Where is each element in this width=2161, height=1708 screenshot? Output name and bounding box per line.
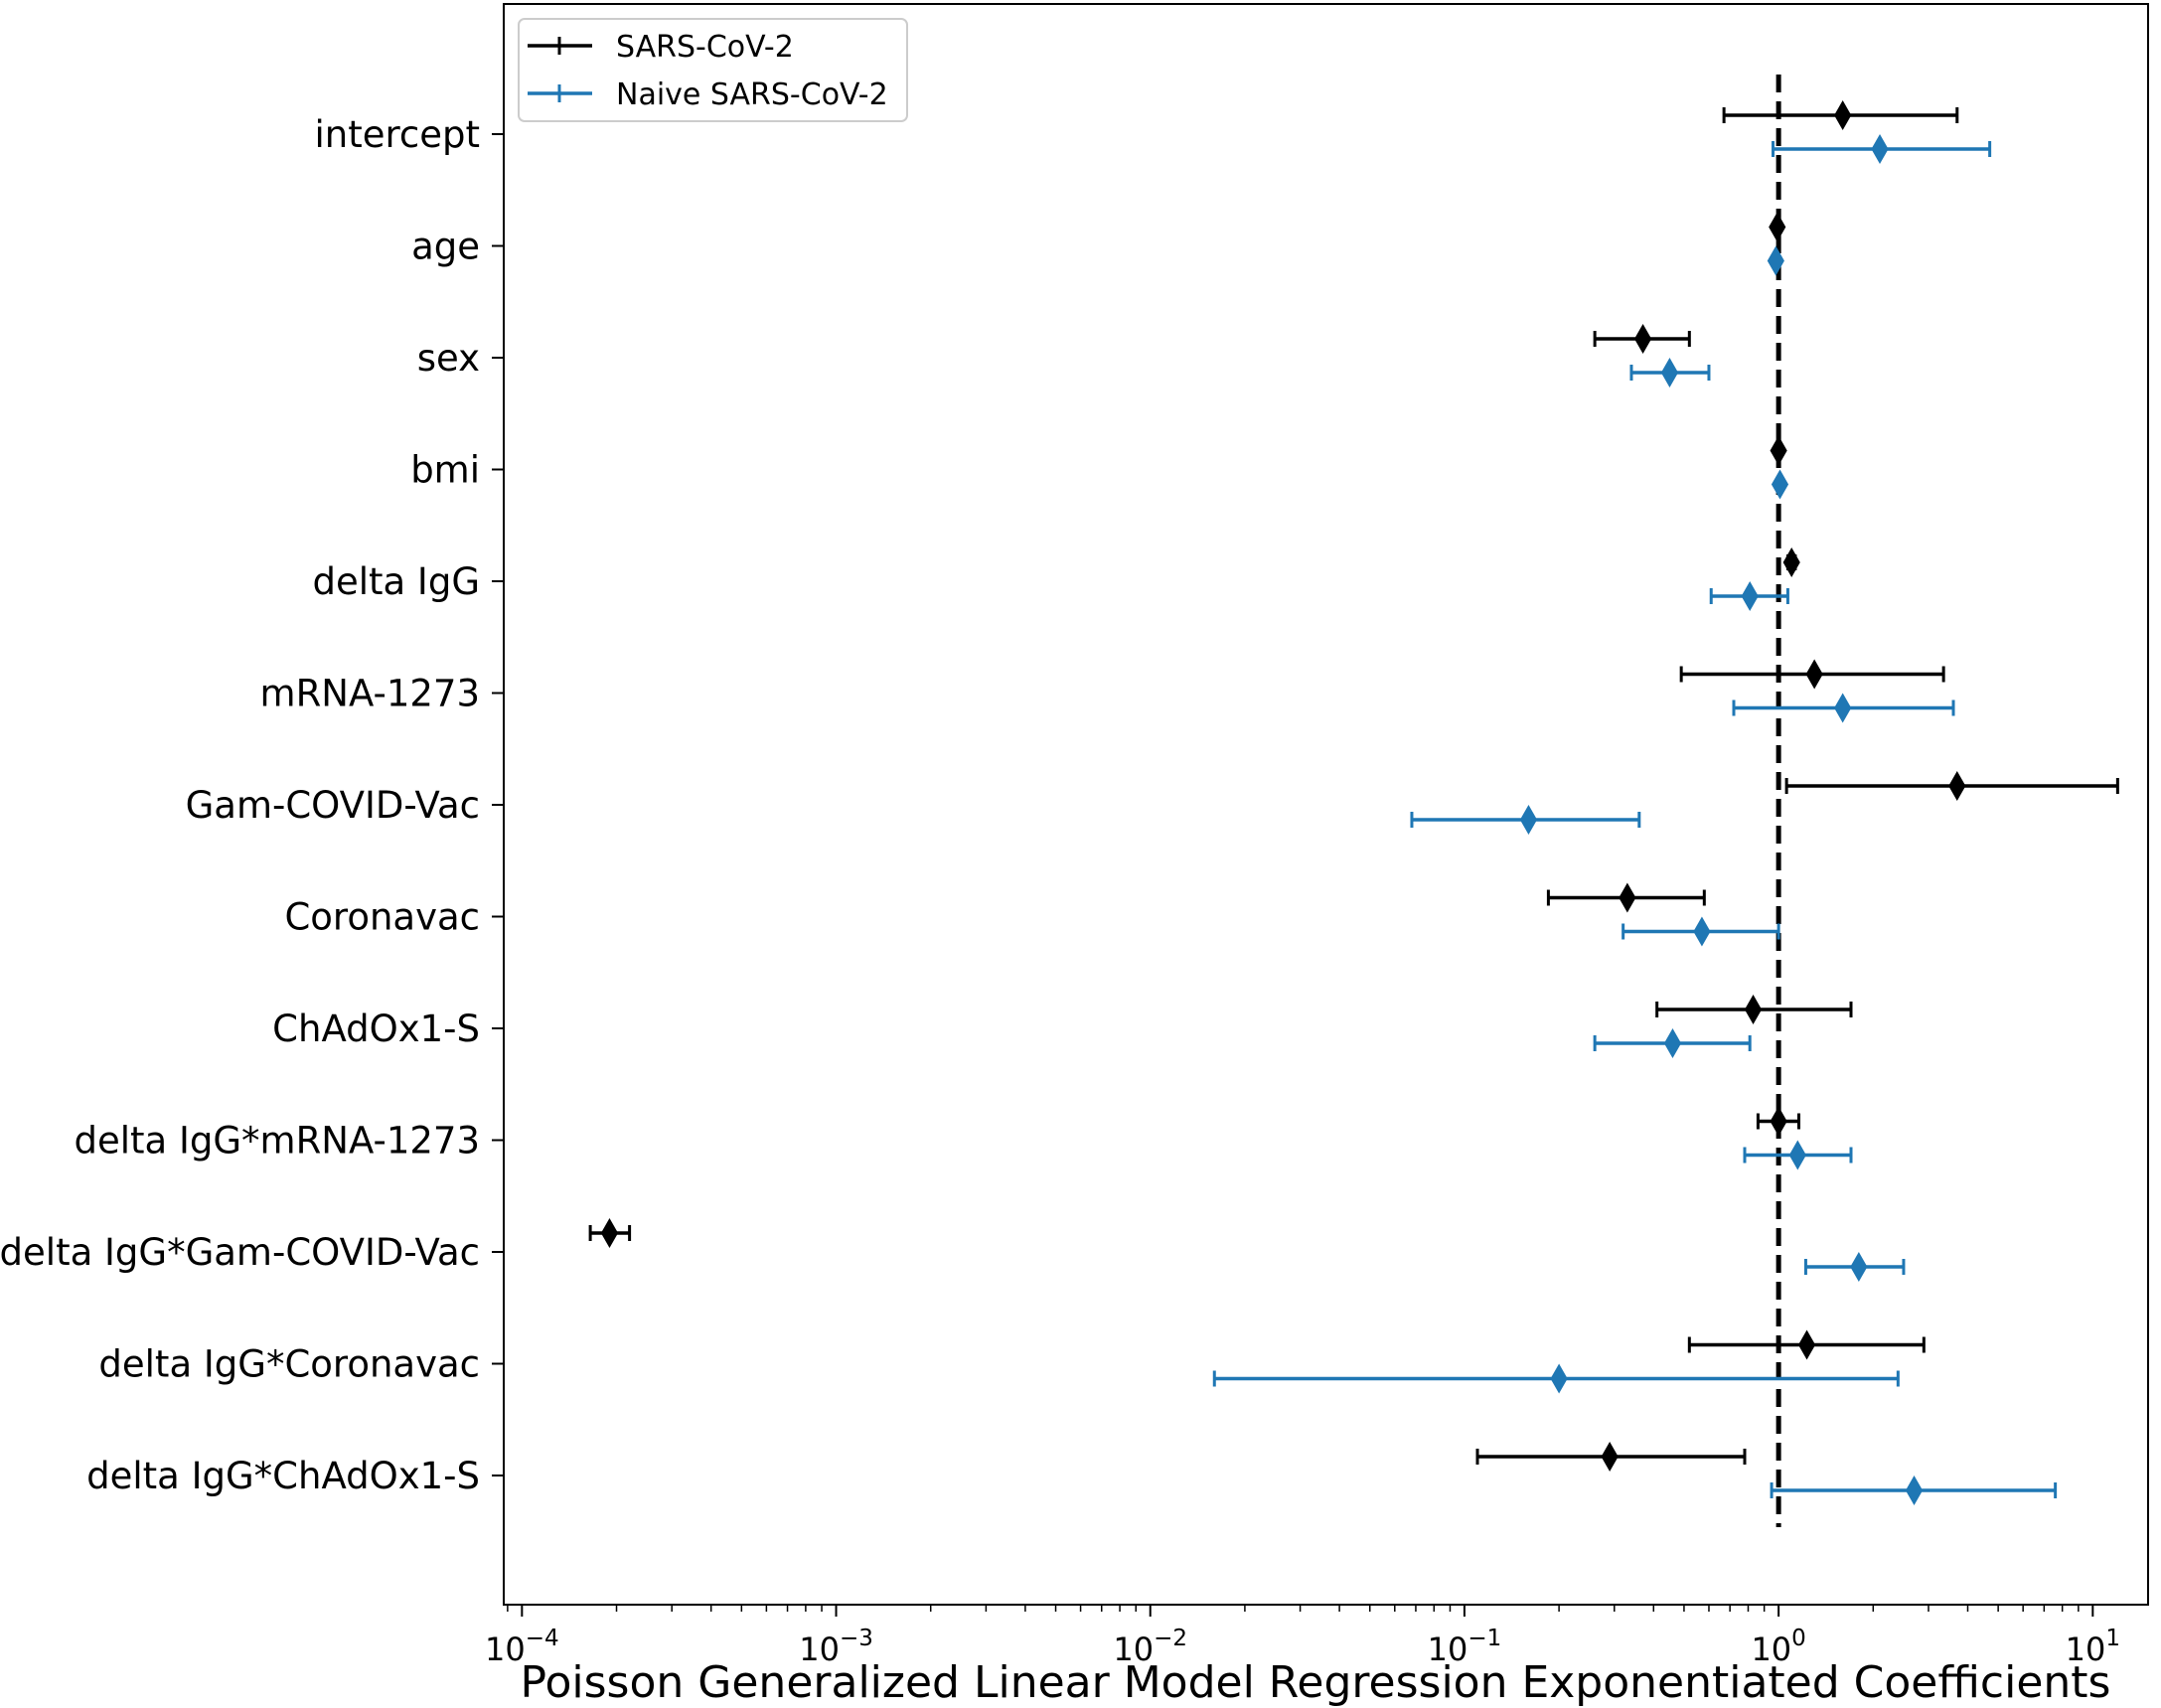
point-estimate-marker: [1519, 804, 1538, 836]
x-axis-label: Poisson Generalized Linear Model Regress…: [521, 1657, 2111, 1708]
y-tick-label: mRNA-1273: [260, 673, 480, 715]
y-tick-label: delta IgG*mRNA-1273: [75, 1120, 480, 1163]
legend-label: Naive SARS-CoV-2: [616, 78, 888, 112]
point-estimate-marker: [1663, 1027, 1682, 1059]
plot-layer: 10−4 10−3 10−2 10−1 100 101 intercept age sex bmi…: [0, 18, 2120, 1668]
point-estimate-marker: [1948, 770, 1966, 802]
point-estimate-marker: [1788, 1140, 1806, 1170]
point-estimate-marker: [1770, 1106, 1787, 1137]
point-estimate-marker: [1850, 1251, 1868, 1283]
point-estimate-marker: [1601, 1441, 1619, 1473]
legend: SARS-CoV-2 Naive SARS-CoV-2: [518, 18, 908, 122]
x-tick-label: 10−3: [799, 1626, 873, 1668]
point-estimate-marker: [1744, 994, 1763, 1025]
y-tick-label: delta IgG*ChAdOx1-S: [86, 1455, 480, 1497]
point-estimate-marker: [1834, 693, 1852, 723]
point-estimate-marker: [1905, 1475, 1924, 1506]
x-tick-label: 10−1: [1428, 1626, 1502, 1668]
legend-label: SARS-CoV-2: [616, 30, 794, 65]
x-tick-label: 101: [2066, 1626, 2120, 1668]
plot-frame: [503, 3, 2149, 1606]
x-tick-label: 10−4: [485, 1626, 559, 1668]
point-estimate-marker: [1770, 435, 1787, 466]
point-estimate-marker: [1767, 245, 1784, 276]
point-estimate-marker: [1771, 469, 1789, 500]
y-tick-label: bmi: [410, 449, 480, 492]
point-estimate-marker: [1634, 323, 1652, 355]
x-tick-label: 100: [1751, 1626, 1805, 1668]
y-tick-label: delta IgG*Coronavac: [98, 1343, 480, 1386]
y-tick-label: delta IgG: [312, 560, 480, 603]
point-estimate-marker: [1805, 659, 1823, 690]
y-tick-label: intercept: [315, 113, 481, 156]
point-estimate-marker: [1782, 546, 1800, 578]
point-estimate-marker: [1834, 99, 1852, 131]
point-estimate-marker: [1769, 212, 1786, 242]
point-estimate-marker: [600, 1217, 619, 1249]
y-tick-label: delta IgG*Gam-COVID-Vac: [0, 1231, 480, 1274]
x-tick-label: 10−2: [1113, 1626, 1187, 1668]
point-estimate-marker: [1871, 133, 1889, 165]
legend-box: [518, 18, 908, 122]
y-tick-label: Gam-COVID-Vac: [186, 784, 480, 827]
point-estimate-marker: [1619, 882, 1636, 913]
point-estimate-marker: [1550, 1363, 1568, 1394]
y-tick-label: Coronavac: [284, 896, 480, 939]
y-tick-label: sex: [417, 337, 480, 380]
point-estimate-marker: [1797, 1329, 1816, 1360]
y-tick-label: age: [411, 226, 480, 268]
point-estimate-marker: [1693, 916, 1711, 947]
y-tick-label: ChAdOx1-S: [272, 1008, 480, 1050]
point-estimate-marker: [1741, 580, 1759, 612]
point-estimate-marker: [1660, 357, 1679, 388]
